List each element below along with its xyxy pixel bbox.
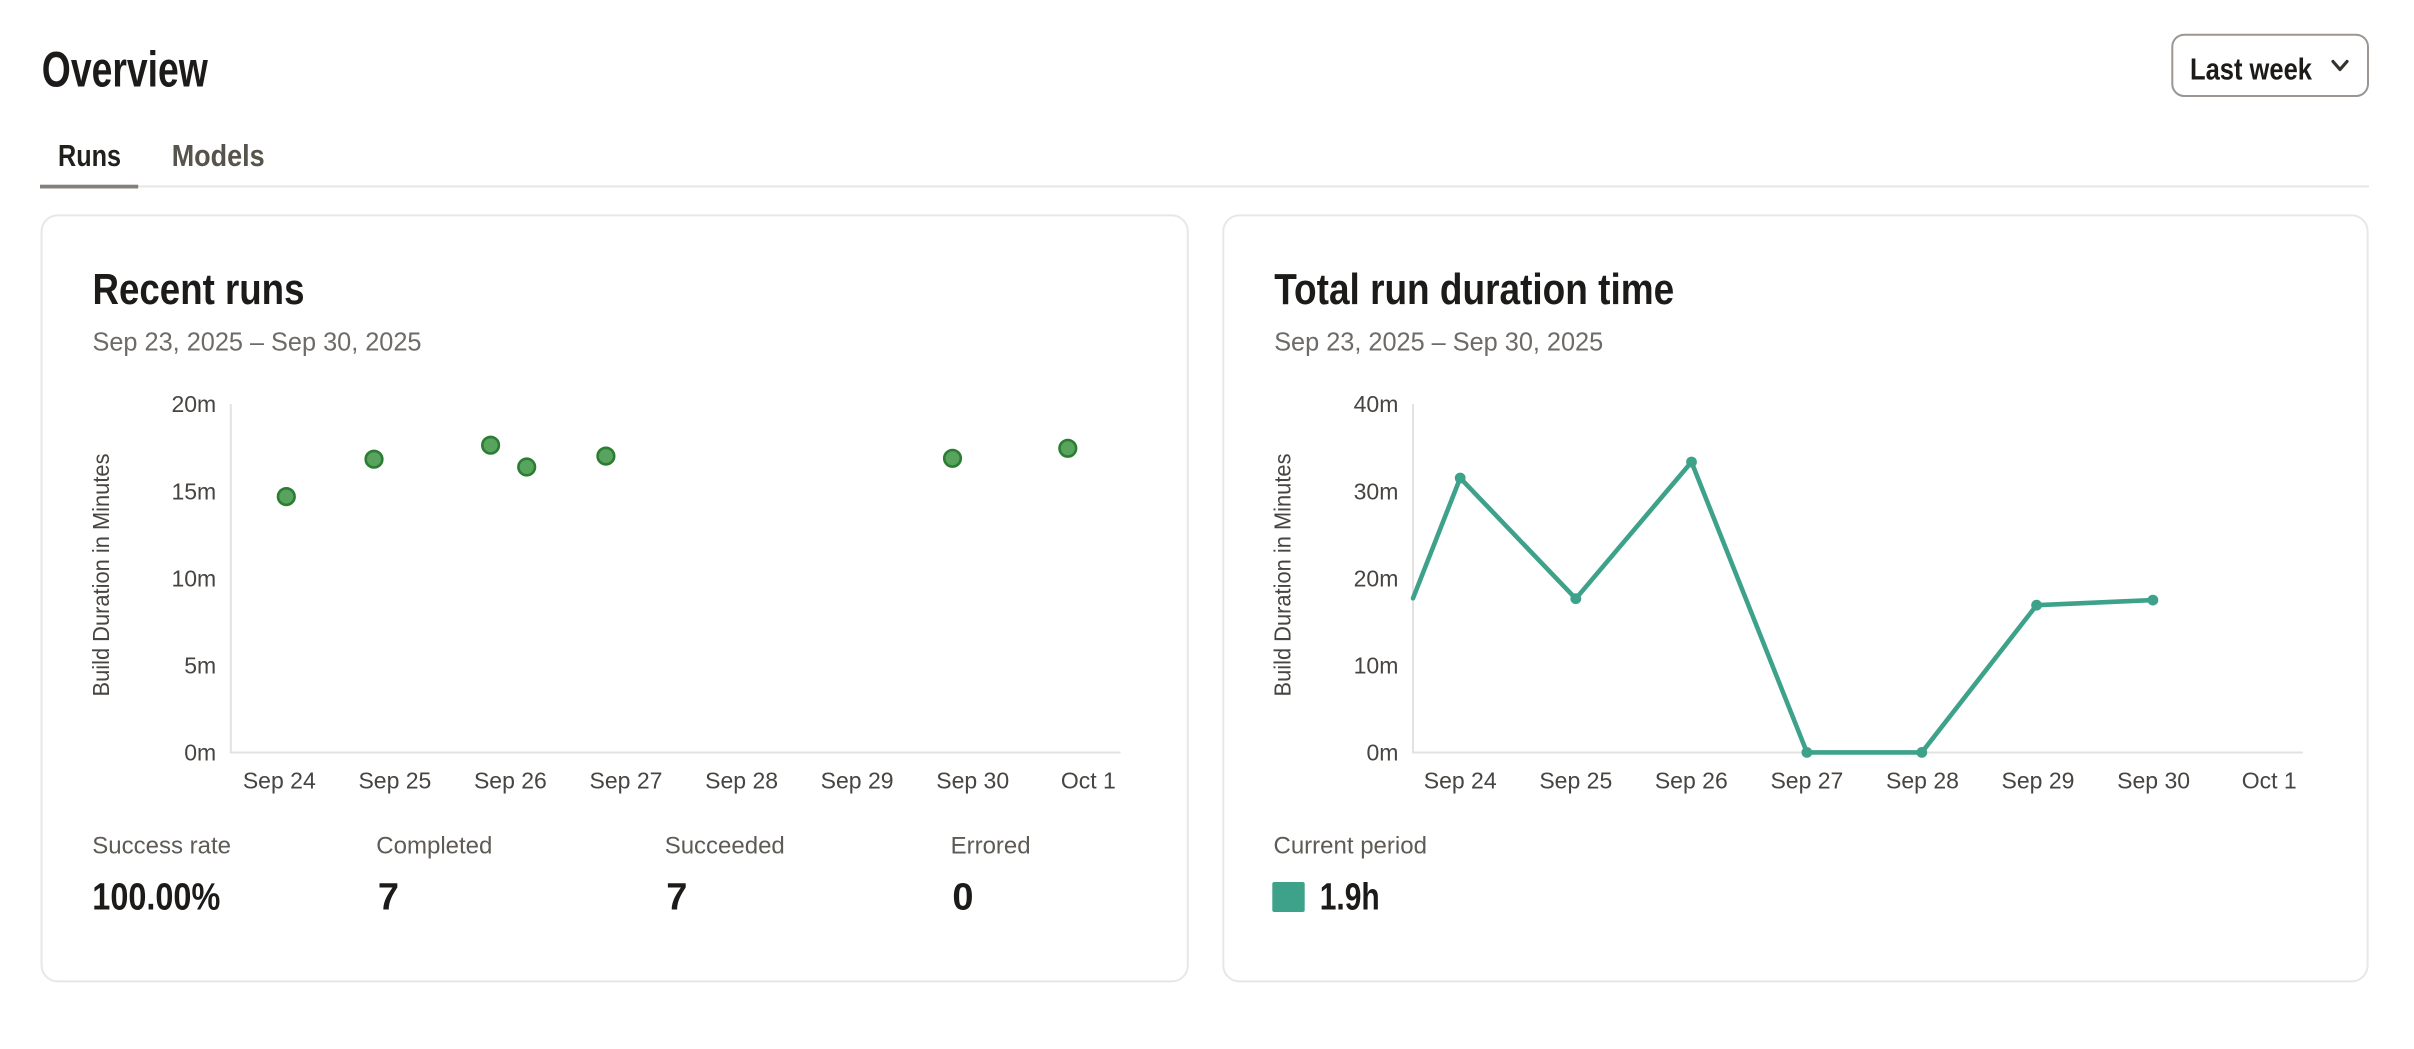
svg-text:Sep 23, 2025 – Sep 30, 2025: Sep 23, 2025 – Sep 30, 2025 [1274,326,1603,356]
svg-text:Current period: Current period [1274,832,1427,859]
svg-text:Success rate: Success rate [92,832,231,859]
svg-text:0: 0 [952,876,973,918]
svg-text:Sep 30: Sep 30 [936,768,1009,794]
svg-text:10m: 10m [1354,653,1399,679]
svg-text:Overview: Overview [42,42,208,98]
svg-text:Recent runs: Recent runs [93,265,305,314]
svg-text:Sep 26: Sep 26 [474,768,547,794]
svg-text:7: 7 [378,876,399,918]
svg-text:Sep 25: Sep 25 [1539,768,1612,794]
svg-text:Succeeded: Succeeded [665,832,785,859]
svg-text:100.00%: 100.00% [92,876,220,918]
svg-text:Completed: Completed [376,832,492,859]
svg-text:Sep 28: Sep 28 [1886,768,1959,794]
svg-text:1.9h: 1.9h [1320,876,1380,918]
svg-text:Last week: Last week [2190,52,2313,87]
svg-text:20m: 20m [171,391,216,417]
svg-text:20m: 20m [1354,565,1399,591]
svg-text:Sep 23, 2025 – Sep 30, 2025: Sep 23, 2025 – Sep 30, 2025 [93,326,422,356]
svg-text:Oct 1: Oct 1 [2242,768,2297,794]
svg-text:Sep 30: Sep 30 [2117,768,2190,794]
svg-text:Sep 29: Sep 29 [2002,768,2075,794]
svg-text:Runs: Runs [58,138,121,173]
svg-text:30m: 30m [1354,478,1399,504]
svg-text:Build Duration in Minutes: Build Duration in Minutes [88,454,114,697]
svg-text:Sep 26: Sep 26 [1655,768,1728,794]
svg-text:Models: Models [172,138,265,173]
svg-text:Sep 24: Sep 24 [243,768,316,794]
svg-text:Sep 28: Sep 28 [705,768,778,794]
svg-text:Sep 27: Sep 27 [1770,768,1843,794]
svg-text:Total run duration time: Total run duration time [1274,265,1674,314]
svg-text:Sep 24: Sep 24 [1424,768,1497,794]
svg-text:Oct 1: Oct 1 [1061,768,1116,794]
svg-text:7: 7 [666,876,687,918]
svg-text:Sep 27: Sep 27 [590,768,663,794]
svg-text:15m: 15m [171,478,216,504]
svg-text:Sep 29: Sep 29 [821,768,894,794]
svg-text:40m: 40m [1354,391,1399,417]
svg-text:0m: 0m [184,740,216,766]
svg-text:Sep 25: Sep 25 [358,768,431,794]
svg-text:10m: 10m [171,565,216,591]
svg-text:0m: 0m [1366,740,1398,766]
svg-text:Build Duration in Minutes: Build Duration in Minutes [1270,454,1296,697]
svg-text:Errored: Errored [951,832,1031,859]
svg-text:5m: 5m [184,653,216,679]
